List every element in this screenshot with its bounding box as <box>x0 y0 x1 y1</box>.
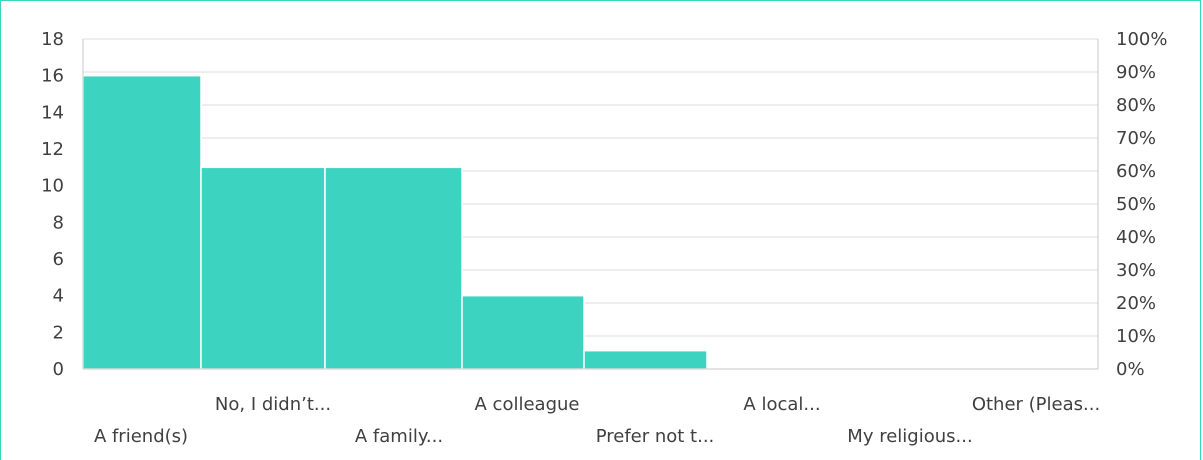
y-tick-label: 2 <box>53 322 64 343</box>
y-tick-label: 4 <box>53 286 64 307</box>
x-category-label: Other (Pleas... <box>972 394 1100 415</box>
y2-tick-label: 90% <box>1116 62 1156 83</box>
bar-4[interactable] <box>583 349 708 370</box>
x-category-label: No, I didn’t... <box>215 394 331 415</box>
y2-tick-label: 70% <box>1116 128 1156 149</box>
y-tick-label: 16 <box>41 66 64 87</box>
x-category-label: A colleague <box>475 394 580 415</box>
y2-tick-label: 100% <box>1116 29 1167 50</box>
y2-tick-label: 50% <box>1116 194 1156 215</box>
x-category-label: A local... <box>743 394 820 415</box>
y2-tick-label: 30% <box>1116 260 1156 281</box>
bar-1[interactable] <box>200 166 326 370</box>
y2-tick-label: 40% <box>1116 227 1156 248</box>
x-axis-labels: A friend(s) No, I didn’t... A family... A c… <box>94 394 1100 447</box>
bar-0[interactable] <box>82 74 202 370</box>
y-tick-label: 6 <box>53 249 64 270</box>
y-tick-label: 8 <box>53 212 64 233</box>
axis-frame <box>82 39 1099 370</box>
y2-tick-label: 0% <box>1116 359 1145 380</box>
y-tick-label: 10 <box>41 176 64 197</box>
bar-2[interactable] <box>324 166 463 370</box>
x-category-label: Prefer not t... <box>596 426 715 447</box>
bars <box>82 74 708 370</box>
y2-tick-label: 80% <box>1116 95 1156 116</box>
bar-3[interactable] <box>461 294 585 370</box>
y-tick-label: 12 <box>41 139 64 160</box>
y2-tick-label: 60% <box>1116 161 1156 182</box>
y-tick-label: 18 <box>41 29 64 50</box>
y2-tick-label: 10% <box>1116 326 1156 347</box>
y-tick-label: 0 <box>53 359 64 380</box>
y-axis-right: 0% 10% 20% 30% 40% 50% 60% 70% 80% 90% 100% <box>1116 29 1167 380</box>
x-category-label: My religious... <box>847 426 972 447</box>
x-category-label: A friend(s) <box>94 426 188 447</box>
y2-tick-label: 20% <box>1116 293 1156 314</box>
x-category-label: A family... <box>355 426 443 447</box>
y-tick-label: 14 <box>41 102 64 123</box>
y-axis-left: 0 2 4 6 8 10 12 14 16 18 <box>41 29 64 380</box>
